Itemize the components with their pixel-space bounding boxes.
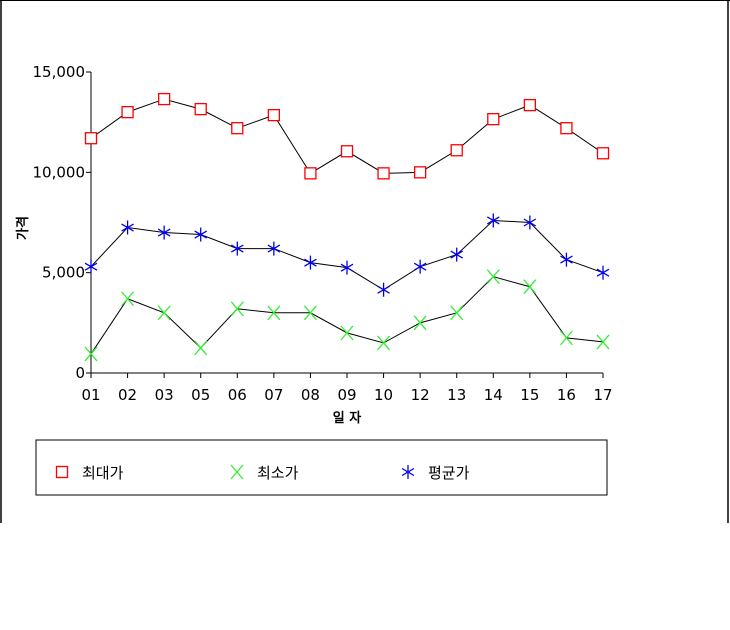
data-point: [304, 167, 317, 180]
data-point: [596, 334, 610, 350]
series-layer: [84, 92, 610, 362]
legend-marker: [401, 465, 415, 479]
data-point: [523, 279, 537, 295]
data-point: [304, 255, 317, 270]
x-axis-ticks: 01 02 03 05 06 07 08 09 10 12 13 14 15 16 17: [81, 373, 613, 404]
data-point: [340, 325, 354, 341]
data-point: [377, 167, 390, 180]
data-point: [596, 265, 610, 280]
x-axis-label: 일 자: [333, 411, 361, 426]
x-tick-label: 07: [264, 386, 283, 404]
legend-marker: [55, 465, 69, 479]
data-point: [486, 269, 500, 285]
data-point: [267, 241, 281, 256]
data-point: [157, 225, 171, 240]
x-tick-label: 15: [520, 386, 539, 404]
data-point: [487, 113, 500, 126]
x-tick-label: 14: [484, 386, 503, 404]
data-point: [84, 259, 98, 274]
data-point: [267, 108, 281, 122]
data-point: [377, 282, 390, 297]
data-point: [121, 105, 134, 119]
legend-item: 최소가: [230, 464, 299, 482]
data-point: [84, 346, 98, 362]
data-point: [231, 122, 244, 135]
data-point: [559, 330, 573, 346]
data-point: [194, 102, 207, 116]
x-tick-label: 13: [447, 386, 466, 404]
data-point: [450, 247, 464, 262]
data-point: [267, 305, 281, 321]
legend-item: 평균가: [401, 464, 470, 482]
x-tick-label: 06: [228, 386, 247, 404]
legend-label: 최대가: [82, 464, 124, 482]
x-tick-label: 08: [301, 386, 320, 404]
legend-label: 최소가: [257, 464, 299, 482]
x-tick-label: 02: [118, 386, 137, 404]
series-asterisk: [84, 213, 610, 297]
legend-item: 최대가: [55, 464, 124, 482]
data-point: [303, 305, 317, 321]
data-point: [450, 305, 464, 321]
data-point: [230, 241, 244, 256]
data-point: [194, 340, 208, 356]
y-axis-label: 가격: [16, 216, 31, 240]
data-point: [121, 220, 134, 235]
x-tick-label: 03: [155, 386, 174, 404]
legend-marker: [230, 464, 244, 480]
data-point: [523, 98, 537, 112]
data-point: [523, 215, 537, 230]
x-tick-label: 05: [191, 386, 210, 404]
y-tick-label: 5,000: [42, 264, 85, 282]
data-point: [486, 213, 500, 228]
data-point: [194, 227, 208, 242]
y-tick-label: 10,000: [33, 163, 86, 181]
y-tick-label: 0: [75, 364, 85, 382]
data-point: [340, 260, 354, 275]
x-tick-label: 10: [374, 386, 393, 404]
y-axis-ticks: 0 5,000 10,000 15,000: [33, 63, 91, 382]
data-point: [413, 166, 427, 179]
data-point: [84, 132, 98, 145]
data-point: [450, 144, 463, 157]
series-line: [90, 276, 604, 355]
legend-box: [35, 439, 608, 496]
series-x: [84, 269, 610, 362]
data-point: [121, 291, 135, 307]
x-tick-label: 16: [557, 386, 576, 404]
series-square: [84, 92, 610, 180]
x-tick-label: 09: [337, 386, 356, 404]
x-tick-label: 01: [81, 386, 100, 404]
x-tick-label: 17: [593, 386, 612, 404]
data-point: [560, 122, 573, 135]
data-point: [230, 301, 244, 317]
data-point: [560, 252, 573, 267]
data-point: [157, 92, 171, 106]
legend: 최대가 최소가 평균가: [55, 464, 470, 482]
data-point: [157, 305, 171, 321]
data-point: [340, 145, 354, 158]
data-point: [596, 147, 610, 160]
data-point: [413, 259, 427, 274]
x-tick-label: 12: [411, 386, 430, 404]
data-point: [413, 315, 427, 331]
data-point: [377, 335, 391, 351]
legend-label: 평균가: [428, 464, 470, 482]
y-tick-label: 15,000: [33, 63, 86, 81]
